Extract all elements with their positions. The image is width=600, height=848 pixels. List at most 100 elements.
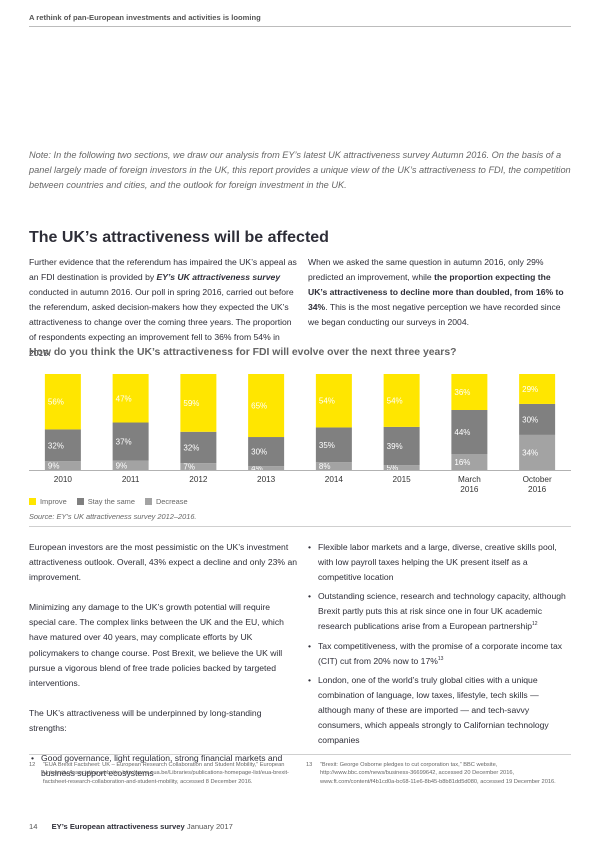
strength-tax-text: Tax competitiveness, with the promise of… xyxy=(318,640,563,666)
data-label-decrease-3: 4% xyxy=(251,464,263,473)
bar-improve-6 xyxy=(451,374,488,410)
bar-decrease-4 xyxy=(315,462,352,470)
intro-right-text-1: When we asked the same question in autum… xyxy=(308,257,544,283)
legend-swatch-improve xyxy=(29,498,36,505)
strength-bullet-labor: Flexible labor markets and a large, dive… xyxy=(306,540,572,585)
x-tick-label-5: 2015 xyxy=(393,475,412,484)
legend-swatch-decrease xyxy=(144,498,152,505)
strengths-list-left: Good governance, light regulation, stron… xyxy=(29,751,297,781)
footnote-13: 13 “Brexit: George Osborne pledges to cu… xyxy=(306,761,572,786)
data-label-improve-0: 56% xyxy=(48,398,64,407)
bar-improve-0 xyxy=(44,374,81,430)
bar-stay-the-same-5 xyxy=(383,426,420,466)
data-label-stay-the-same-2: 32% xyxy=(183,443,199,452)
data-label-improve-2: 59% xyxy=(183,399,199,408)
intro-left-paragraph: Further evidence that the referendum has… xyxy=(29,255,297,361)
intro-right-text-2: . This is the most negative perception w… xyxy=(308,302,561,328)
bar-decrease-5 xyxy=(383,465,420,470)
footnote-12-number: 12 xyxy=(29,762,36,768)
bar-improve-4 xyxy=(315,374,352,428)
intro-left-text-2: conducted in autumn 2016. Our poll in sp… xyxy=(29,287,294,358)
attractiveness-stacked-bar-chart: 9% 32% 56% 2010 9% 37% 47% 2011 7% 32% 59% 2012 4% 30… xyxy=(29,374,571,494)
footnote-12-text: “EUA Brexit Factsheet: UK – European Res… xyxy=(43,762,289,785)
intro-right-paragraph: When we asked the same question in autum… xyxy=(308,255,572,330)
page-footer: 14 EY’s European attractiveness survey J… xyxy=(29,822,233,831)
footnote-13-number: 13 xyxy=(306,762,313,768)
strengths-list-right: Flexible labor markets and a large, dive… xyxy=(306,540,572,748)
survey-note: Note: In the following two sections, we … xyxy=(29,150,571,190)
footnote-rule xyxy=(29,754,571,755)
chart-title: How do you think the UK’s attractiveness… xyxy=(29,347,457,358)
x-tick-label-7-0: October xyxy=(523,475,552,484)
body-right-column: Flexible labor markets and a large, dive… xyxy=(306,540,572,752)
data-label-stay-the-same-0: 32% xyxy=(48,441,64,450)
strength-bullet-governance: Good governance, light regulation, stron… xyxy=(29,751,297,781)
data-label-improve-3: 65% xyxy=(251,402,267,411)
chart-legend: Improve Stay the same Decrease xyxy=(29,497,188,506)
data-label-stay-the-same-5: 39% xyxy=(387,442,403,451)
page-number: 14 xyxy=(29,822,38,831)
x-tick-label-4: 2014 xyxy=(325,475,344,484)
data-label-stay-the-same-1: 37% xyxy=(116,438,132,447)
strength-science-text: Outstanding science, research and techno… xyxy=(318,591,566,632)
header-rule xyxy=(29,26,571,27)
bar-improve-2 xyxy=(180,374,217,432)
legend-label-decrease: Decrease xyxy=(155,497,188,506)
footnote-ref-12: 12 xyxy=(532,621,538,628)
strength-bullet-science: Outstanding science, research and techno… xyxy=(306,589,572,634)
bar-improve-5 xyxy=(383,374,420,427)
data-label-decrease-4: 8% xyxy=(319,462,331,471)
bar-stay-the-same-3 xyxy=(248,437,285,467)
x-tick-label-1: 2011 xyxy=(122,475,140,484)
data-label-stay-the-same-6: 44% xyxy=(454,428,470,437)
bar-improve-1 xyxy=(112,374,149,423)
data-label-decrease-7: 34% xyxy=(522,448,538,457)
data-label-decrease-0: 9% xyxy=(48,462,60,471)
legend-item-decrease: Decrease xyxy=(144,497,188,506)
data-label-stay-the-same-4: 35% xyxy=(319,441,335,450)
data-label-decrease-1: 9% xyxy=(116,461,128,470)
data-label-improve-5: 54% xyxy=(387,396,403,405)
bar-decrease-3 xyxy=(248,466,285,470)
data-label-stay-the-same-7: 30% xyxy=(522,415,538,424)
bar-improve-7 xyxy=(519,374,556,404)
x-tick-label-2: 2012 xyxy=(189,475,208,484)
bar-improve-3 xyxy=(248,374,285,438)
legend-label-stay: Stay the same xyxy=(87,497,135,506)
section-heading: The UK’s attractiveness will be affected xyxy=(29,229,329,246)
legend-item-stay: Stay the same xyxy=(76,497,135,506)
data-label-improve-6: 36% xyxy=(454,388,470,397)
bar-stay-the-same-1 xyxy=(112,422,149,461)
section-divider xyxy=(29,526,571,527)
chart-source: Source: EY’s UK attractiveness survey 20… xyxy=(29,512,197,521)
x-tick-label-7-1: 2016 xyxy=(528,485,547,494)
bar-stay-the-same-0 xyxy=(44,429,81,462)
footer-publication-title: EY’s European attractiveness survey xyxy=(51,822,185,831)
data-label-decrease-6: 16% xyxy=(454,458,470,467)
intro-left-emphasis: EY’s UK attractiveness survey xyxy=(156,272,281,283)
intro-right-bold: the proportion expecting the UK’s attrac… xyxy=(308,272,564,313)
bar-decrease-7 xyxy=(519,434,556,470)
bar-stay-the-same-7 xyxy=(519,403,556,435)
data-label-decrease-5: 5% xyxy=(387,464,399,473)
body-paragraph-3: The UK’s attractiveness will be underpin… xyxy=(29,707,262,733)
strength-bullet-london: London, one of the world’s truly global … xyxy=(306,673,572,748)
footer-date: January 2017 xyxy=(186,822,233,831)
body-left-column: European investors are the most pessimis… xyxy=(29,540,297,781)
data-label-improve-7: 29% xyxy=(522,385,538,394)
x-tick-label-6-0: March xyxy=(458,475,481,484)
bar-decrease-0 xyxy=(44,461,81,470)
intro-left-text-1: Further evidence that the referendum has… xyxy=(29,257,297,283)
bar-stay-the-same-2 xyxy=(180,431,217,464)
running-header: A rethink of pan-European investments an… xyxy=(29,13,261,22)
bar-decrease-1 xyxy=(112,460,149,470)
x-tick-label-3: 2013 xyxy=(257,475,276,484)
bar-decrease-2 xyxy=(180,463,217,470)
x-tick-label-6-1: 2016 xyxy=(460,485,479,494)
legend-swatch-stay xyxy=(76,498,84,505)
legend-item-improve: Improve xyxy=(29,497,67,506)
data-label-stay-the-same-3: 30% xyxy=(251,448,267,457)
data-label-improve-4: 54% xyxy=(319,397,335,406)
footnote-13-text: “Brexit: George Osborne pledges to cut c… xyxy=(320,762,556,785)
bar-stay-the-same-4 xyxy=(315,427,352,463)
